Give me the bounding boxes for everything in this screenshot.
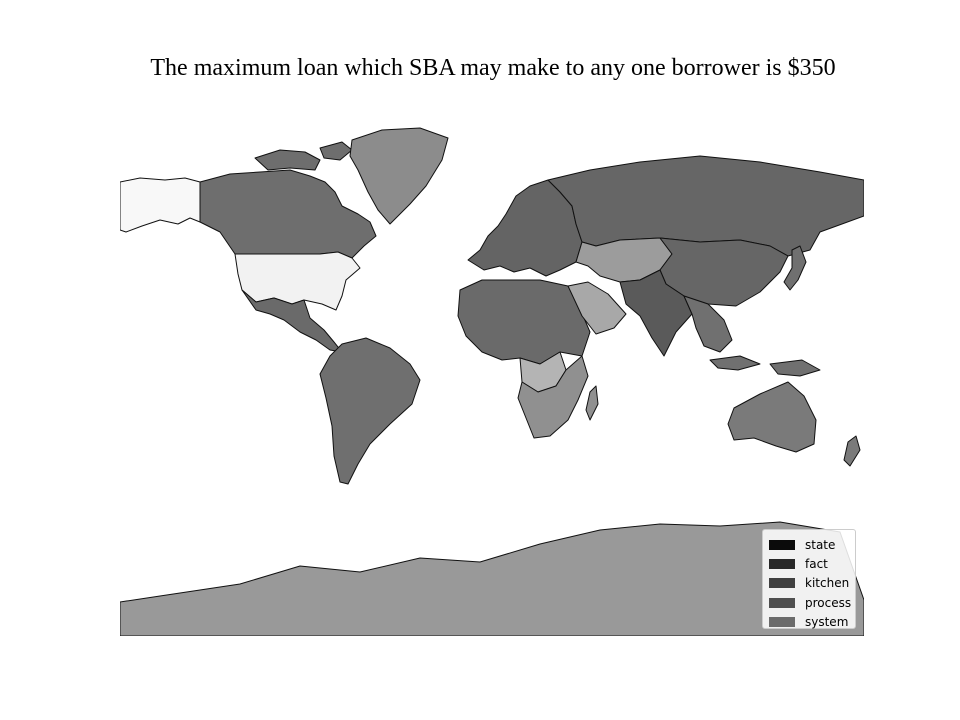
region-south-asia xyxy=(619,269,693,357)
legend-label: fact xyxy=(805,557,828,572)
legend-label: kitchen xyxy=(805,576,850,591)
region-mexico-central-america xyxy=(241,289,343,353)
region-southeast-asia xyxy=(683,295,733,353)
legend-label: process xyxy=(805,595,852,610)
region-canada xyxy=(319,141,353,161)
legend-label: state xyxy=(805,537,836,552)
legend-item-process: process xyxy=(769,593,855,612)
map-title: The maximum loan which SBA may make to a… xyxy=(150,55,836,81)
map-legend: state fact kitchen process system xyxy=(762,529,856,629)
region-north-africa xyxy=(457,279,591,365)
legend-swatch xyxy=(769,578,795,589)
legend-item-fact: fact xyxy=(769,554,855,573)
region-antarctica xyxy=(120,521,864,636)
region-south-america xyxy=(319,337,421,485)
legend-swatch xyxy=(769,617,795,628)
region-southeast-asia xyxy=(709,355,761,371)
region-canada xyxy=(254,149,321,171)
legend-item-state: state xyxy=(769,535,855,554)
region-arabian-peninsula xyxy=(567,281,627,335)
region-australia xyxy=(727,381,817,453)
region-southern-africa xyxy=(517,355,589,439)
region-alaska xyxy=(120,177,201,233)
legend-item-system: system xyxy=(769,613,855,632)
region-southeast-asia xyxy=(783,245,807,291)
legend-item-kitchen: kitchen xyxy=(769,574,855,593)
world-map xyxy=(120,120,864,636)
legend-swatch xyxy=(769,539,795,550)
region-australia xyxy=(843,435,861,467)
legend-swatch xyxy=(769,559,795,570)
region-southeast-asia xyxy=(769,359,821,377)
region-southern-africa xyxy=(585,385,599,421)
legend-label: system xyxy=(805,615,849,630)
legend-swatch xyxy=(769,597,795,608)
region-greenland xyxy=(349,127,449,225)
world-map-svg xyxy=(120,120,864,636)
